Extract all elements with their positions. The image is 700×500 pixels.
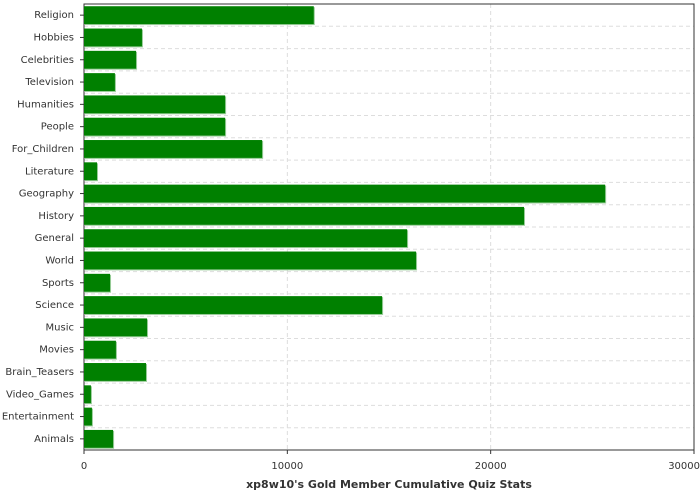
bar: [84, 73, 115, 91]
bar: [84, 340, 116, 359]
bar: [84, 117, 226, 136]
y-tick-label: Humanities: [17, 99, 74, 110]
x-tick-label: 10000: [271, 461, 303, 472]
y-tick-label: Animals: [34, 434, 74, 445]
bar: [84, 162, 98, 181]
bar: [84, 229, 408, 248]
y-tick-label: Hobbies: [34, 32, 74, 43]
y-tick-label: Celebrities: [21, 55, 74, 66]
y-tick-label: Geography: [19, 189, 74, 200]
y-tick-label: Religion: [34, 10, 74, 21]
y-tick-label: World: [45, 255, 74, 266]
bar: [84, 407, 92, 426]
bar: [84, 296, 383, 314]
y-tick-label: Music: [46, 322, 74, 333]
y-tick-label: History: [38, 211, 74, 222]
y-tick-label: Television: [24, 77, 74, 88]
y-tick-label: For_Children: [12, 144, 74, 155]
bar: [84, 95, 226, 114]
y-tick-label: Sports: [42, 278, 74, 289]
bar: [84, 429, 114, 448]
bar: [84, 184, 606, 203]
y-tick-label: Video_Games: [6, 389, 74, 400]
x-tick-label: 20000: [475, 461, 507, 472]
bar: [84, 6, 314, 25]
bar: [84, 363, 147, 381]
bar: [84, 28, 142, 47]
bar: [84, 385, 91, 404]
bar: [84, 251, 417, 270]
bar: [84, 273, 111, 292]
y-tick-label: Entertainment: [2, 412, 74, 423]
y-tick-label: Science: [35, 300, 74, 311]
y-tick-label: People: [41, 122, 74, 133]
bar: [84, 206, 525, 225]
y-tick-label: Literature: [25, 166, 74, 177]
bar: [84, 140, 263, 158]
x-axis-title: xp8w10's Gold Member Cumulative Quiz Sta…: [246, 478, 532, 491]
x-tick-label: 0: [81, 461, 87, 472]
y-tick-label: Brain_Teasers: [5, 367, 74, 378]
bar: [84, 318, 148, 337]
y-tick-label: General: [35, 233, 74, 244]
y-tick-label: Movies: [39, 345, 74, 356]
bar: [84, 50, 137, 69]
x-tick-label: 30000: [668, 461, 700, 472]
plot-frame: [83, 3, 695, 451]
